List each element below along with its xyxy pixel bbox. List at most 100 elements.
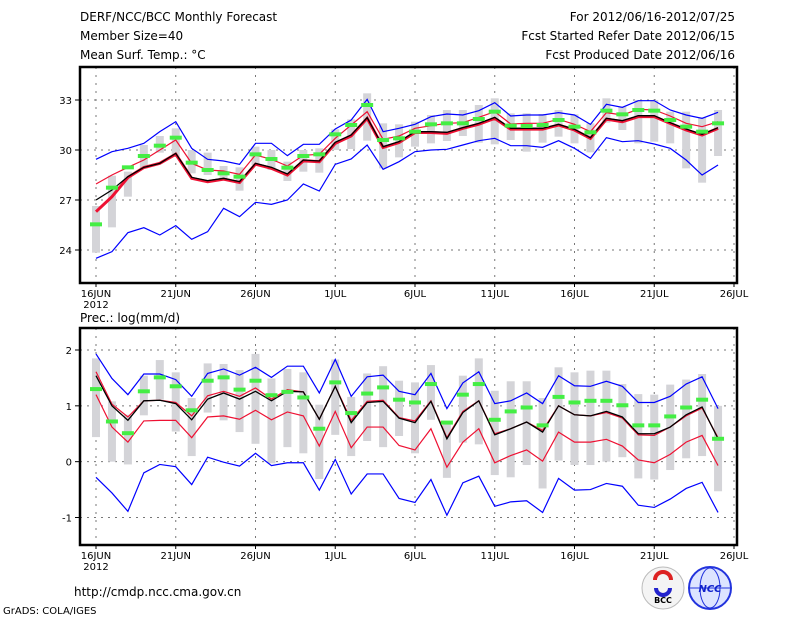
median-marker (90, 222, 102, 227)
median-marker (297, 154, 310, 159)
spread-box (666, 111, 675, 144)
x-tick-label: 26JUN (240, 551, 270, 562)
median-marker (664, 118, 677, 123)
spread-box (235, 370, 244, 433)
spread-box (395, 380, 404, 436)
max-line (95, 353, 719, 410)
x-tick-label: 6JUL (404, 551, 427, 562)
spread-box (219, 363, 228, 421)
figure-title: DERF/NCC/BCC Monthly Forecast (80, 10, 277, 24)
spread-box (363, 373, 372, 442)
x-year-label: 2012 (83, 562, 108, 573)
precip-label: Prec.: log(mm/d) (80, 311, 180, 325)
median-marker (440, 420, 453, 425)
spread-box (203, 152, 212, 176)
median-marker (345, 123, 358, 128)
y-tick-label: 2 (66, 346, 72, 357)
y-tick-label: -1 (62, 513, 72, 524)
x-tick-label: 21JUN (161, 289, 191, 300)
min-line (95, 452, 719, 517)
spread-box (315, 404, 324, 479)
spread-box (426, 365, 435, 420)
median-marker (424, 382, 437, 387)
median-marker (329, 132, 342, 137)
median-marker (265, 393, 278, 398)
spread-box (379, 366, 388, 448)
spread-box (299, 372, 308, 454)
mean-line (95, 375, 719, 441)
spread-box (458, 375, 467, 443)
median-marker (488, 109, 501, 114)
median-marker (632, 108, 645, 113)
median-marker (409, 400, 421, 405)
median-marker (249, 378, 262, 383)
forecast-produced: Fcst Produced Date 2012/06/16 (545, 48, 735, 62)
spread-box (586, 370, 595, 466)
median-marker (664, 414, 677, 419)
median-marker (313, 152, 326, 157)
forecast-started: Fcst Started Refer Date 2012/06/15 (521, 29, 735, 43)
mean-line (95, 115, 719, 201)
median-marker (680, 405, 693, 410)
spread-box (522, 113, 531, 152)
median-marker (105, 419, 118, 424)
spread-box (618, 106, 627, 131)
spread-box (634, 100, 643, 144)
lower-red-line (95, 394, 719, 469)
plot-frame (78, 65, 739, 285)
median-marker (616, 403, 629, 408)
x-tick-label: 1JUL (324, 551, 347, 562)
spread-box (283, 161, 292, 182)
spread-box (283, 368, 292, 448)
x-tick-label: 16JUN (81, 289, 111, 300)
spread-box (490, 98, 499, 145)
spread-box (698, 374, 707, 457)
median-marker (361, 391, 374, 396)
median-marker (281, 165, 294, 170)
upper-red-line (95, 108, 719, 185)
x-tick-label: 26JUN (240, 289, 270, 300)
spread-box (92, 358, 100, 438)
x-tick-label: 26JUL (720, 551, 749, 562)
spread-box (442, 110, 451, 142)
y-tick-label: 27 (59, 196, 72, 207)
median-marker (456, 121, 469, 126)
median-marker (185, 408, 198, 413)
x-tick-label: 1JUL (324, 289, 347, 300)
median-marker (616, 112, 629, 117)
spread-box (714, 110, 723, 157)
spread-box (331, 359, 340, 435)
x-year-label: 2012 (83, 300, 108, 311)
x-tick-label: 21JUL (640, 551, 669, 562)
median-marker (377, 138, 390, 143)
median-marker (488, 417, 501, 422)
median-marker (568, 124, 581, 129)
upper-red-line (95, 371, 719, 439)
median-marker (201, 168, 214, 173)
spread-box (347, 396, 356, 457)
spread-box (107, 175, 116, 228)
median-marker (233, 387, 246, 392)
median-marker (217, 171, 230, 176)
median-marker (552, 394, 565, 399)
median-marker (712, 436, 725, 441)
median-marker (456, 392, 469, 397)
median-marker (648, 108, 661, 113)
precipitation-chart: 2 1 0 -1 16JUN 21JUN 26JUN 1JUL 6JUL 11JUL 16JUL 21… (62, 326, 749, 573)
spread-box (442, 423, 451, 478)
spread-box (251, 353, 260, 444)
median-marker (393, 397, 406, 402)
svg-text:BCC: BCC (654, 596, 672, 605)
median-marker (552, 118, 565, 123)
spread-box (203, 363, 212, 413)
y-tick-label: 30 (59, 146, 72, 157)
spread-box (171, 128, 180, 157)
median-marker (536, 423, 549, 428)
footer-url[interactable]: http://cmdp.ncc.cma.gov.cn (74, 585, 241, 599)
median-marker (632, 423, 645, 428)
median-marker (472, 117, 485, 122)
spread-box (618, 384, 627, 458)
spread-box (107, 401, 116, 462)
median-marker (345, 411, 358, 416)
spread-box (698, 117, 707, 183)
